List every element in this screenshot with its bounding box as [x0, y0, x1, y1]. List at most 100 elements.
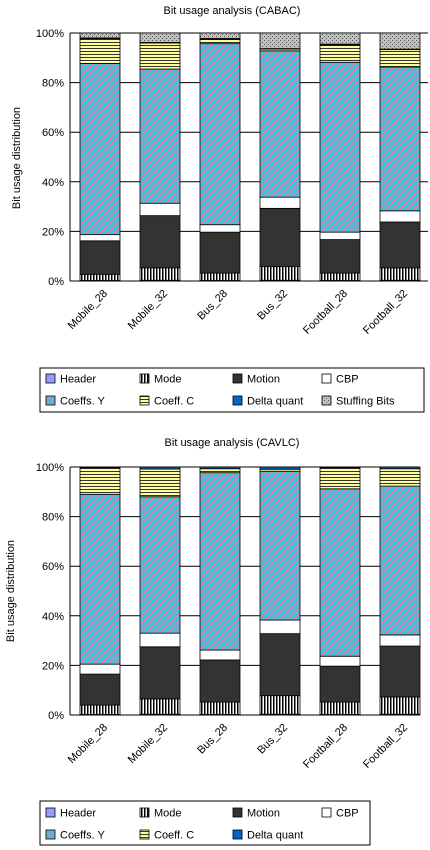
- chart1-bar-segment-coeff-c: [199, 38, 241, 45]
- chart1-bar-segment-stuffing-bits: [379, 32, 421, 50]
- chart1-bar-segment-stuffing-bits: [259, 32, 301, 50]
- chart1-x-tick-label: Mobile_28: [66, 288, 110, 332]
- chart2-bar-segment-mode: [319, 701, 361, 715]
- chart2-bar-segment-coeffs-y: [199, 472, 241, 651]
- chart2-bar-segment-mode: [79, 704, 121, 715]
- chart2-legend-frame: [39, 800, 371, 846]
- chart1-bar-segment-cbp: [319, 231, 361, 240]
- chart2-legend-label: Coeff. C: [154, 830, 194, 842]
- chart1-bar-segment-cbp: [199, 224, 241, 233]
- chart2-bar-segment-delta-quant: [199, 466, 241, 470]
- chart2-bar-segment-coeff-c: [319, 467, 361, 490]
- chart1-y-tick-label: 40%: [42, 177, 64, 189]
- chart2-x-tick-label: Mobile_28: [66, 722, 110, 766]
- chart1-legend-frame: [39, 367, 425, 413]
- chart2-bar-segment-delta-quant: [139, 466, 181, 470]
- chart2-x-tick-label: Bus_32: [255, 722, 290, 757]
- chart1-bar-segment-coeff-c: [79, 38, 121, 64]
- chart2-legend-label: Mode: [154, 808, 182, 820]
- chart1-x-tick-label: Mobile_32: [126, 288, 170, 332]
- chart1-legend-swatch-delta-quant: [232, 395, 243, 406]
- chart2-bar-segment-coeff-c: [139, 468, 181, 498]
- chart1-bar-segment-coeff-c: [139, 42, 181, 70]
- chart1-y-tick-label: 60%: [42, 127, 64, 139]
- chart1-legend-swatch-header: [45, 373, 56, 384]
- chart2-legend-label: Header: [60, 808, 96, 820]
- chart2-bar-segment-mode: [259, 695, 301, 715]
- chart1-legend: Header Mode Motion CBP Coeffs. Y Coeff. C Delt…: [39, 367, 425, 413]
- chart1-y-tick-label: 100%: [36, 28, 64, 40]
- chart2-y-tick-label: 100%: [36, 462, 64, 474]
- chart1-bar-segment-coeff-c: [319, 44, 361, 63]
- chart1-legend-label: Motion: [247, 374, 280, 386]
- chart2-bar-segment-motion: [319, 665, 361, 703]
- chart2-legend-swatch-cbp: [321, 807, 332, 818]
- chart2-bar-segment-motion: [139, 646, 181, 700]
- chart1-legend-swatch-coeff-c: [139, 395, 150, 406]
- chart2-bar-segment-cbp: [79, 663, 121, 675]
- chart1-legend-swatch-coeffs-y: [45, 395, 56, 406]
- chart1-bar-segment-motion: [139, 215, 181, 269]
- chart2-bar-segment-motion: [259, 633, 301, 697]
- chart1-bar-segment-mode: [319, 272, 361, 281]
- chart1-bar-segment-mode: [379, 267, 421, 281]
- chart1-bar-segment-coeffs-y: [79, 63, 121, 236]
- chart1-bar-segment-coeff-c: [379, 49, 421, 68]
- chart1-bar-segment-motion: [259, 207, 301, 268]
- chart2-y-tick-label: 20%: [42, 660, 64, 672]
- chart1-x-tick-label: Football_28: [301, 288, 350, 337]
- chart1-bar-segment-stuffing-bits: [139, 32, 181, 43]
- chart2-legend-label: Coeffs. Y: [60, 830, 106, 842]
- chart1-bar-segment-cbp: [139, 202, 181, 217]
- chart1-y-tick-label: 80%: [42, 78, 64, 90]
- chart2-bar-segment-cbp: [319, 655, 361, 667]
- chart1-x-tick-label: Bus_32: [255, 288, 290, 323]
- chart2-bar-segment-motion: [199, 659, 241, 703]
- chart2-legend-label: Delta quant: [247, 830, 303, 842]
- chart1-bar-segment-motion: [319, 239, 361, 274]
- chart1-bar-segment-mode: [79, 273, 121, 281]
- chart1-title: Bit usage analysis (CABAC): [164, 5, 301, 17]
- chart2-legend-swatch-delta-quant: [232, 829, 243, 840]
- chart2-legend-label: CBP: [336, 808, 359, 820]
- chart2-legend-swatch-coeff-c: [139, 829, 150, 840]
- chart1-x-tick-label: Football_32: [361, 288, 410, 337]
- chart2-bar-segment-cbp: [199, 649, 241, 661]
- chart1-bar-segment-mode: [259, 266, 301, 281]
- chart1-bar-segment-mode: [199, 272, 241, 281]
- chart2-title: Bit usage analysis (CAVLC): [165, 437, 300, 449]
- chart1-bar-segment-motion: [199, 231, 241, 274]
- chart2-bar-segment-coeffs-y: [259, 470, 301, 621]
- chart1-bar-segment-coeffs-y: [319, 61, 361, 233]
- chart2-x-tick-label: Football_32: [361, 722, 410, 771]
- chart2-bar-segment-cbp: [379, 634, 421, 647]
- chart2-legend: Header Mode Motion CBP Coeffs. Y Coeff. C Delt…: [39, 800, 371, 846]
- chart2-legend-swatch-mode: [139, 807, 150, 818]
- chart1-bar-segment-coeffs-y: [259, 50, 301, 198]
- chart1-bar-segment-cbp: [379, 210, 421, 223]
- chart1-legend-label: Stuffing Bits: [336, 396, 395, 408]
- chart1-legend-label: Mode: [154, 374, 182, 386]
- chart1-legend-label: Coeff. C: [154, 396, 194, 408]
- chart1-legend-label: Header: [60, 374, 96, 386]
- chart2-bar-segment-cbp: [259, 619, 301, 635]
- chart2-bar-segment-delta-quant: [319, 466, 361, 469]
- chart2-legend-label: Motion: [247, 808, 280, 820]
- chart1-bar-segment-cbp: [259, 196, 301, 209]
- chart2-y-tick-label: 0%: [48, 710, 64, 722]
- chart2-y-tick-label: 60%: [42, 561, 64, 573]
- chart2-y-tick-label: 80%: [42, 512, 64, 524]
- chart2-x-tick-label: Mobile_32: [126, 722, 170, 766]
- chart2-bar-segment-coeff-c: [379, 468, 421, 487]
- chart1-bar-segment-coeffs-y: [379, 66, 421, 212]
- chart2-bar-segment-coeffs-y: [319, 488, 361, 657]
- chart2-bar-segment-coeff-c: [79, 467, 121, 495]
- chart1-plot-area: 0% 20% 40% 60% 80% 100% Mobile_28 Mobile_32 Bus_…: [36, 28, 428, 337]
- chart1-bar-segment-stuffing-bits: [319, 32, 361, 45]
- chart2-bar-segment-mode: [139, 698, 181, 715]
- chart1-bar-segment-motion: [79, 240, 121, 275]
- chart1-x-tick-label: Bus_28: [195, 288, 230, 323]
- chart1-bar-segment-mode: [139, 267, 181, 281]
- chart2-plot-area: 0% 20% 40% 60% 80% 100% Mobile_28 Mobile_32 Bus_…: [36, 462, 421, 771]
